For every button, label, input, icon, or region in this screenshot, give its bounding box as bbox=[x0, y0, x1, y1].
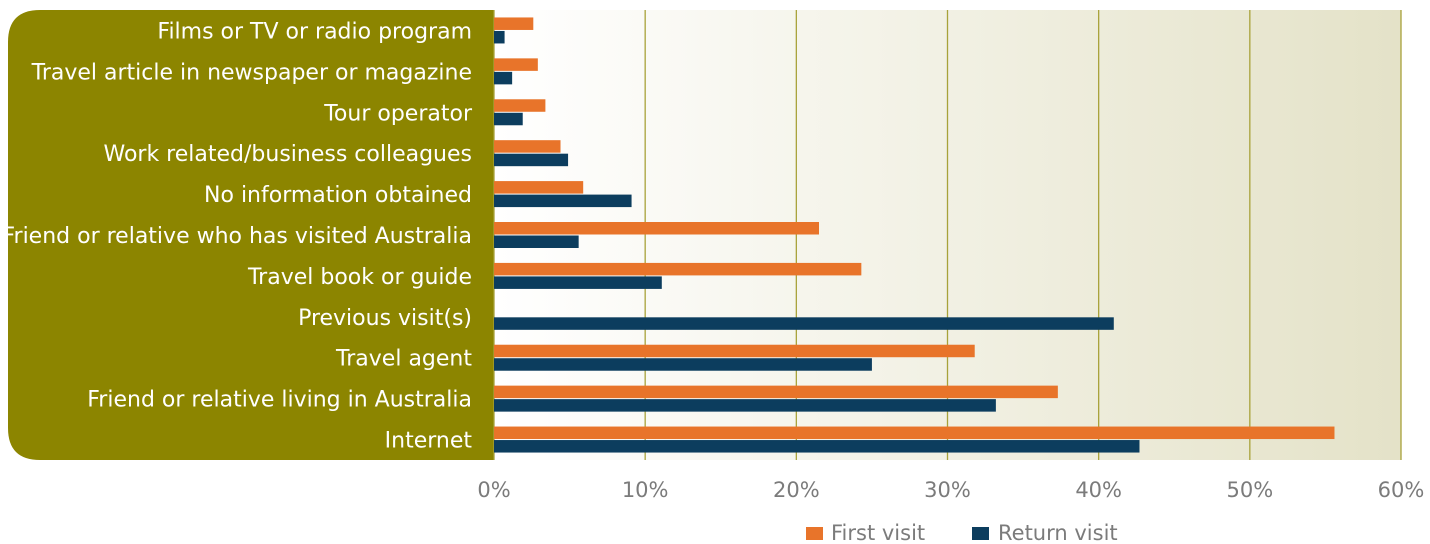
x-tick-label: 0% bbox=[477, 478, 510, 502]
x-axis-ticks: 0% 10% 20% 30% 40% 50% 60% bbox=[477, 478, 1424, 502]
category-label: Travel article in newspaper or magazine bbox=[31, 60, 472, 85]
category-label: Travel agent bbox=[335, 347, 472, 372]
legend-label-first-visit: First visit bbox=[831, 521, 925, 544]
bar-return-visit bbox=[494, 194, 632, 208]
x-tick-label: 60% bbox=[1378, 478, 1425, 502]
gridlines bbox=[493, 10, 1402, 460]
legend-swatch-first-visit bbox=[806, 527, 823, 540]
bar-return-visit bbox=[494, 276, 662, 289]
bar-first-visit bbox=[494, 58, 538, 71]
bar-first-visit bbox=[494, 344, 975, 358]
category-label-panel bbox=[8, 10, 494, 460]
bar-return-visit bbox=[494, 235, 579, 248]
x-tick-label: 50% bbox=[1226, 478, 1273, 502]
category-label: Films or TV or radio program bbox=[157, 19, 472, 44]
category-label: Internet bbox=[385, 429, 473, 454]
bar-return-visit bbox=[494, 30, 505, 44]
bar-return-visit bbox=[494, 153, 569, 167]
bar-first-visit bbox=[494, 222, 820, 235]
x-tick-label: 10% bbox=[622, 478, 669, 502]
bar-return-visit bbox=[494, 399, 996, 412]
category-label: Work related/business colleagues bbox=[103, 142, 472, 167]
legend: First visit Return visit bbox=[806, 521, 1118, 544]
bar-first-visit bbox=[494, 181, 584, 194]
x-tick-label: 20% bbox=[773, 478, 820, 502]
bars bbox=[494, 17, 1335, 453]
category-label: Friend or relative living in Australia bbox=[87, 388, 472, 413]
legend-label-return-visit: Return visit bbox=[998, 521, 1118, 544]
bar-return-visit bbox=[494, 317, 1114, 330]
bar-return-visit bbox=[494, 112, 523, 126]
category-label: Tour operator bbox=[323, 101, 473, 126]
category-label: Travel book or guide bbox=[247, 265, 472, 290]
category-label: No information obtained bbox=[204, 183, 472, 208]
x-tick-label: 40% bbox=[1075, 478, 1122, 502]
bar-return-visit bbox=[494, 358, 872, 371]
category-labels: Films or TV or radio program Travel artic… bbox=[2, 19, 472, 453]
bar-first-visit bbox=[494, 17, 534, 30]
bar-first-visit bbox=[494, 426, 1335, 440]
category-label: Previous visit(s) bbox=[298, 306, 472, 331]
category-label: Friend or relative who has visited Austr… bbox=[2, 224, 472, 249]
bar-first-visit bbox=[494, 99, 546, 112]
bar-first-visit bbox=[494, 262, 862, 276]
bar-first-visit bbox=[494, 140, 561, 153]
x-tick-label: 30% bbox=[924, 478, 971, 502]
bar-first-visit bbox=[494, 385, 1058, 399]
legend-swatch-return-visit bbox=[972, 527, 989, 540]
bar-return-visit bbox=[494, 440, 1140, 453]
bar-return-visit bbox=[494, 71, 513, 85]
